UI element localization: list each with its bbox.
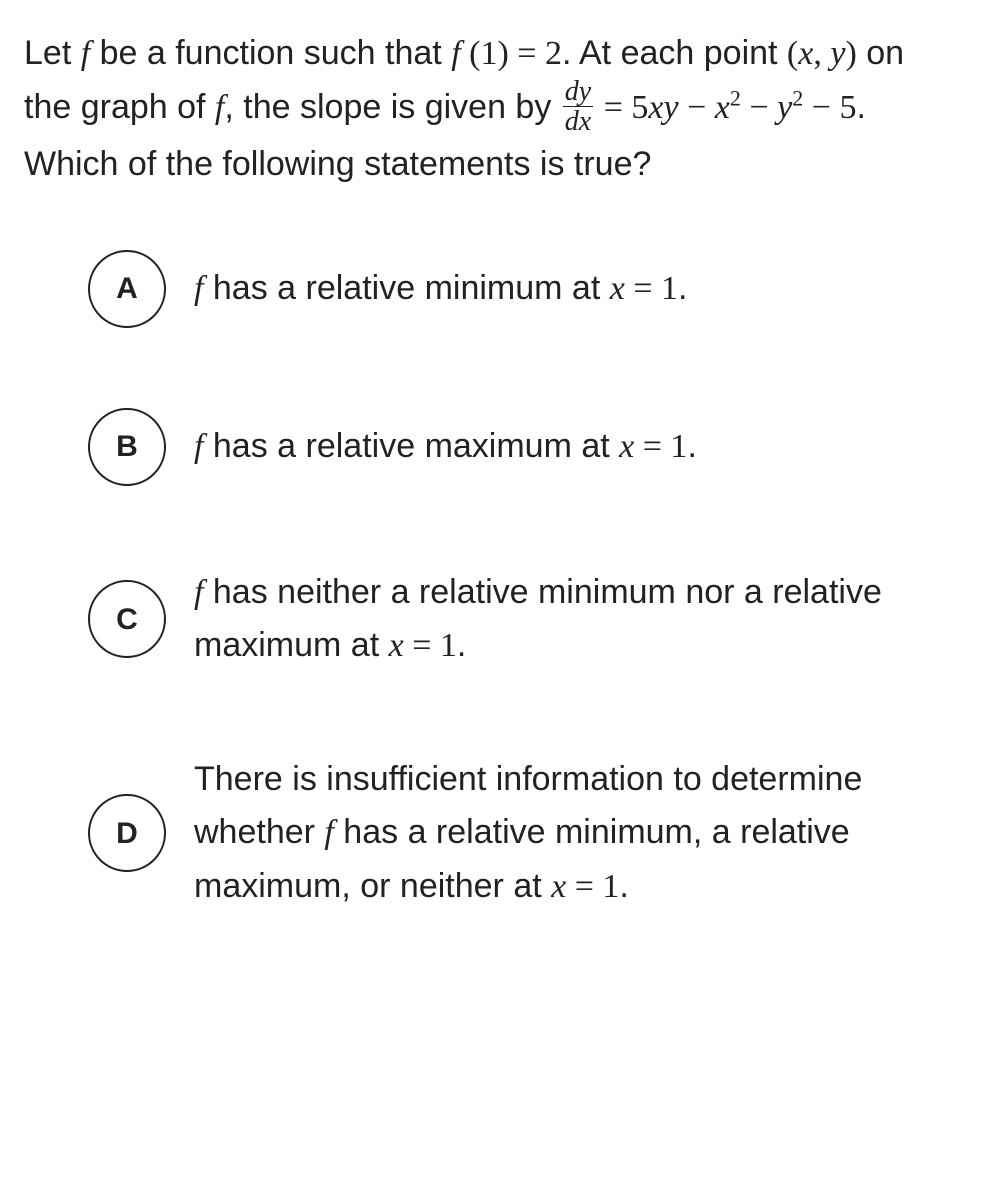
- fraction-den: dx: [563, 106, 593, 136]
- math-xy: (x, y): [787, 35, 857, 72]
- choice-bubble[interactable]: D: [88, 794, 166, 872]
- choice-bubble[interactable]: A: [88, 250, 166, 328]
- choice-body: has neither a relative minimum nor a rel…: [194, 573, 882, 665]
- math-eq: = 1: [404, 627, 457, 664]
- choice-letter: D: [116, 811, 138, 856]
- choice-tail: .: [619, 867, 628, 905]
- choice-text: f has neither a relative minimum nor a r…: [194, 566, 959, 673]
- math-x: x: [389, 627, 404, 664]
- choice-text: There is insufficient information to det…: [194, 753, 959, 913]
- question-stem: Let f be a function such that f (1) = 2.…: [24, 28, 959, 190]
- math-eq: =: [595, 89, 631, 126]
- choice-tail: .: [678, 269, 687, 307]
- exponent: 2: [792, 86, 803, 111]
- choice-c[interactable]: C f has neither a relative minimum nor a…: [88, 566, 959, 673]
- choice-letter: A: [116, 266, 138, 311]
- math-x: x: [551, 868, 566, 905]
- choice-bubble[interactable]: B: [88, 408, 166, 486]
- choice-d[interactable]: D There is insufficient information to d…: [88, 753, 959, 913]
- exponent: 2: [730, 86, 741, 111]
- choice-body: has a relative minimum at: [203, 269, 609, 307]
- choice-letter: B: [116, 424, 138, 469]
- math-x: x: [619, 428, 634, 465]
- stem-text: Let: [24, 34, 81, 72]
- choice-b[interactable]: B f has a relative maximum at x = 1.: [88, 408, 959, 486]
- choice-text: f has a relative minimum at x = 1.: [194, 262, 959, 316]
- math-eq: = 1: [625, 270, 678, 307]
- fraction-dy-dx: dydx: [563, 77, 593, 137]
- fraction-num: dy: [563, 77, 593, 106]
- math-f1: f: [451, 35, 469, 72]
- math-f: f: [324, 814, 333, 851]
- choice-letter: C: [116, 597, 138, 642]
- math-eq: = 1: [634, 428, 687, 465]
- math-f1-eq: (1) = 2: [469, 35, 562, 72]
- stem-text: , the slope is given by: [224, 88, 560, 126]
- math-f: f: [215, 89, 224, 126]
- choices-list: A f has a relative minimum at x = 1. B f…: [24, 250, 959, 913]
- choice-text: f has a relative maximum at x = 1.: [194, 420, 959, 474]
- math-rhs: 5xy − x2 − y2 − 5: [631, 89, 856, 126]
- math-f: f: [81, 35, 90, 72]
- choice-bubble[interactable]: C: [88, 580, 166, 658]
- math-eq: = 1: [566, 868, 619, 905]
- stem-text: . At each point: [562, 34, 787, 72]
- choice-tail: .: [687, 427, 696, 465]
- math-x: x: [610, 270, 625, 307]
- stem-text: be a function such that: [90, 34, 451, 72]
- choice-a[interactable]: A f has a relative minimum at x = 1.: [88, 250, 959, 328]
- choice-body: has a relative maximum at: [203, 427, 619, 465]
- choice-tail: .: [457, 626, 466, 664]
